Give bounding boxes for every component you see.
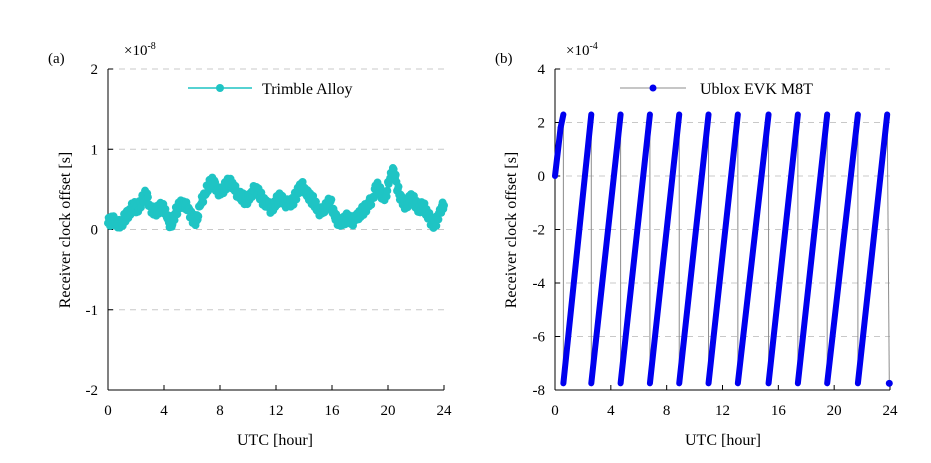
y-tick-label: -8 bbox=[533, 383, 546, 399]
panel-b-y-axis-label: Receiver clock offset [s] bbox=[503, 152, 520, 309]
svg-text:×10-8: ×10-8 bbox=[124, 41, 156, 59]
panel-a-scale-factor: ×10-8 bbox=[124, 41, 156, 59]
panel-b-x-axis-label: UTC [hour] bbox=[685, 432, 761, 449]
panel-a-y-ticks: -2 -1 0 1 2 bbox=[86, 62, 113, 399]
x-tick-label: 20 bbox=[381, 403, 396, 419]
panel-b-legend-label: Ublox EVK M8T bbox=[700, 81, 813, 98]
panel-a-x-ticks: 0 4 8 12 16 20 24 bbox=[104, 385, 452, 419]
ramp-segment bbox=[560, 111, 595, 387]
reset-connector bbox=[886, 114, 890, 384]
panel-a-scale-exponent: -8 bbox=[147, 41, 155, 52]
panel-a-data-points bbox=[104, 164, 448, 232]
y-tick-label: -2 bbox=[533, 223, 546, 239]
panel-b-gridlines bbox=[555, 68, 890, 337]
x-tick-label: 8 bbox=[663, 403, 671, 419]
ramp-segment bbox=[646, 111, 683, 387]
x-tick-label: 16 bbox=[325, 403, 341, 419]
x-tick-label: 4 bbox=[160, 403, 168, 419]
ramp-segment bbox=[557, 111, 567, 131]
data-point bbox=[367, 200, 376, 209]
svg-text:×10-4: ×10-4 bbox=[566, 41, 598, 59]
panel-b-x-ticks: 0 4 8 12 16 20 24 bbox=[551, 385, 898, 419]
y-tick-label: -6 bbox=[533, 330, 546, 346]
panel-a-legend-marker bbox=[216, 84, 224, 92]
data-point bbox=[199, 198, 208, 207]
data-point bbox=[143, 193, 152, 202]
panel-a-scale-prefix: ×10 bbox=[124, 43, 147, 59]
y-tick-label: 0 bbox=[91, 223, 99, 239]
y-tick-label: 1 bbox=[91, 142, 99, 158]
panel-a-legend-label: Trimble Alloy bbox=[262, 81, 353, 98]
data-point bbox=[388, 164, 397, 173]
panel-b-legend: Ublox EVK M8T bbox=[620, 81, 813, 98]
x-tick-label: 16 bbox=[771, 403, 787, 419]
panel-b-scale-factor: ×10-4 bbox=[566, 41, 598, 59]
panel-a-x-axis-label: UTC [hour] bbox=[237, 432, 313, 449]
ramp-segment bbox=[854, 111, 891, 387]
x-tick-label: 12 bbox=[715, 403, 730, 419]
panel-b-scale-prefix: ×10 bbox=[566, 43, 589, 59]
panel-b-y-ticks: -8 -6 -4 -2 0 2 4 bbox=[533, 62, 560, 399]
data-point bbox=[327, 195, 336, 204]
y-tick-label: 2 bbox=[91, 62, 99, 78]
y-tick-label: 2 bbox=[538, 116, 546, 132]
ramp-segment bbox=[824, 111, 861, 387]
panel-b-data-lines bbox=[552, 111, 893, 387]
panel-a-label: (a) bbox=[48, 51, 65, 67]
y-tick-label: -1 bbox=[86, 303, 99, 319]
panel-b-scale-exponent: -4 bbox=[589, 41, 597, 52]
data-point bbox=[394, 182, 403, 191]
data-point bbox=[885, 379, 893, 387]
panel-a-legend: Trimble Alloy bbox=[188, 81, 353, 98]
y-tick-label: -2 bbox=[86, 383, 99, 399]
ramp-segment bbox=[794, 111, 831, 387]
x-tick-label: 4 bbox=[607, 403, 615, 419]
panel-a-gridlines bbox=[108, 68, 444, 311]
panel-a-y-axis-label: Receiver clock offset [s] bbox=[57, 152, 74, 309]
x-tick-label: 20 bbox=[827, 403, 842, 419]
y-tick-label: 4 bbox=[538, 62, 546, 78]
y-tick-label: -4 bbox=[533, 276, 546, 292]
data-point bbox=[434, 215, 443, 224]
x-tick-label: 0 bbox=[551, 403, 559, 419]
panel-b-label: (b) bbox=[495, 51, 513, 67]
x-tick-label: 24 bbox=[437, 403, 453, 419]
data-point bbox=[438, 198, 447, 207]
ramp-segment bbox=[588, 111, 624, 387]
x-tick-label: 24 bbox=[883, 403, 899, 419]
data-point bbox=[211, 178, 220, 187]
x-tick-label: 12 bbox=[269, 403, 284, 419]
ramp-segment bbox=[676, 111, 712, 387]
x-tick-label: 0 bbox=[104, 403, 112, 419]
y-tick-label: 0 bbox=[538, 169, 546, 185]
ramp-segment bbox=[765, 111, 801, 387]
data-point bbox=[292, 195, 301, 204]
data-point bbox=[311, 197, 320, 206]
panel-b-connectors bbox=[562, 114, 890, 384]
panel-b-legend-marker bbox=[649, 84, 657, 92]
data-point bbox=[432, 221, 441, 230]
ramp-segment bbox=[705, 111, 741, 387]
x-tick-label: 8 bbox=[216, 403, 224, 419]
data-point bbox=[194, 212, 203, 221]
ramp-segment bbox=[617, 111, 653, 387]
data-point bbox=[391, 170, 400, 179]
ramp-segment bbox=[552, 124, 564, 179]
data-point bbox=[439, 204, 448, 213]
data-point bbox=[170, 216, 179, 225]
data-point bbox=[383, 186, 392, 195]
ramp-segment bbox=[734, 111, 772, 387]
